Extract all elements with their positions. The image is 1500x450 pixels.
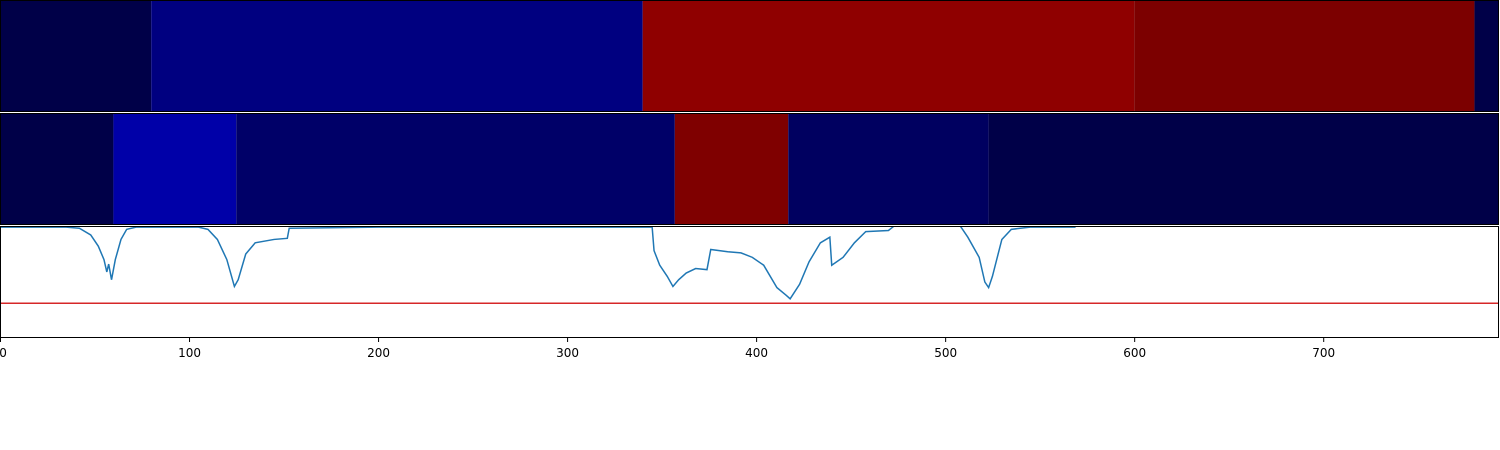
x-tick-label: 100	[178, 346, 201, 360]
x-tick-label: 300	[556, 346, 579, 360]
x-tick-label: 0	[0, 346, 7, 360]
x-tick-label: 200	[367, 346, 390, 360]
segment	[1134, 0, 1475, 112]
segment	[988, 113, 1499, 225]
panel-frame	[0, 113, 1499, 225]
segment	[236, 113, 675, 225]
panel-frame	[0, 226, 1499, 338]
segment	[1474, 0, 1499, 112]
x-tick-label: 500	[934, 346, 957, 360]
segment	[0, 113, 114, 225]
segment	[151, 0, 643, 112]
segment	[788, 113, 989, 225]
plot-area	[0, 226, 1499, 305]
segment	[642, 0, 1135, 112]
segment	[674, 113, 789, 225]
x-tick-label: 600	[1123, 346, 1146, 360]
segment	[113, 113, 237, 225]
data-line	[0, 226, 1076, 300]
segment	[0, 0, 152, 112]
x-tick-label: 400	[745, 346, 768, 360]
panel-frame	[0, 0, 1499, 112]
x-tick-label: 700	[1312, 346, 1335, 360]
